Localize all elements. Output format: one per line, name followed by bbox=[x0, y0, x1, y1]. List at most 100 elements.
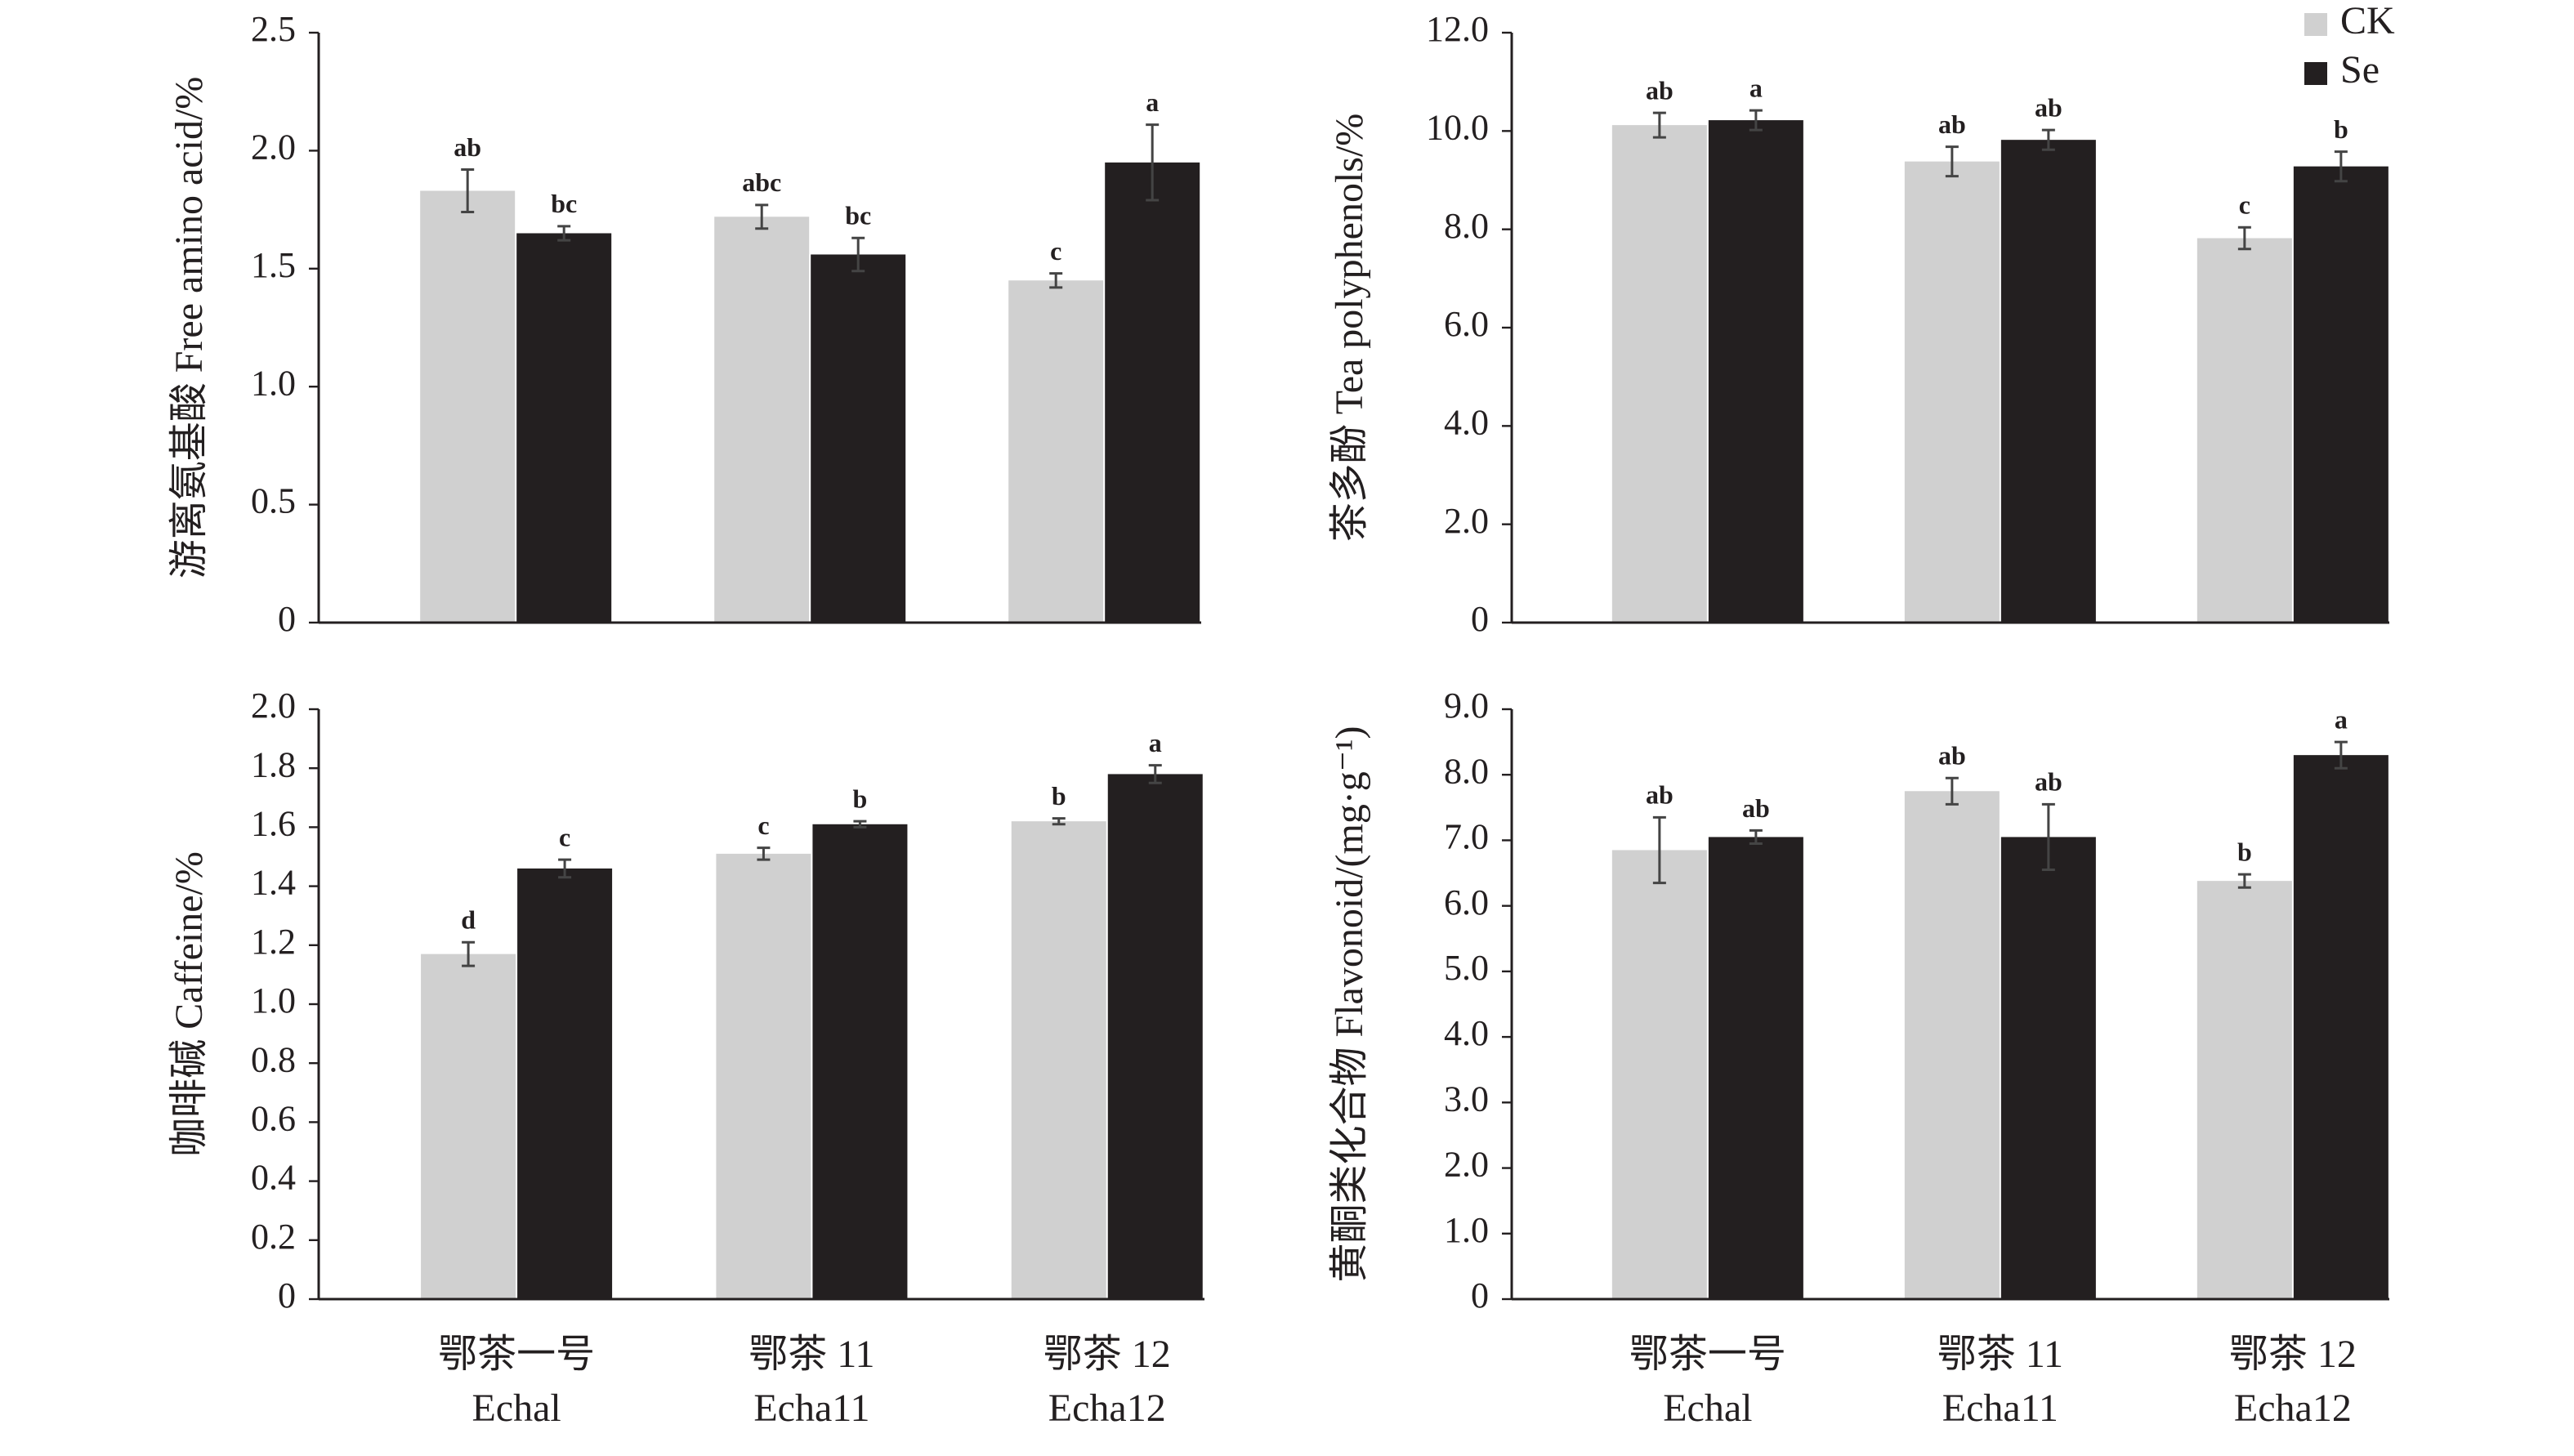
y-tick-label: 5.0 bbox=[1444, 948, 1489, 988]
error-bar bbox=[1749, 828, 1763, 845]
x-tick-label: Echa12 bbox=[2234, 1387, 2352, 1430]
y-tick-label: 1.2 bbox=[251, 922, 296, 962]
y-tick-label: 4.0 bbox=[1444, 402, 1489, 442]
y-tick-label: 2.0 bbox=[251, 686, 296, 726]
bar bbox=[1611, 125, 1707, 623]
x-tick-label: 鄂茶 11 bbox=[1937, 1333, 2063, 1376]
x-tick-label: Echal bbox=[471, 1387, 561, 1430]
bar bbox=[516, 233, 612, 623]
y-tick-label: 0 bbox=[1471, 599, 1489, 639]
y-tick-label: 1.6 bbox=[251, 803, 296, 843]
bar bbox=[1708, 120, 1803, 623]
y-tick-label: 8.0 bbox=[1444, 751, 1489, 791]
y-tick-label: 1.8 bbox=[251, 744, 296, 784]
significance-letter: c bbox=[559, 822, 570, 851]
error-bar bbox=[1049, 272, 1063, 289]
y-tick-label: 9.0 bbox=[1444, 686, 1489, 726]
y-tick-label: 3.0 bbox=[1444, 1079, 1489, 1119]
x-tick-label: Echa11 bbox=[1942, 1387, 2058, 1430]
significance-letter: b bbox=[2237, 837, 2252, 867]
y-tick-label: 1.0 bbox=[1444, 1210, 1489, 1250]
y-tick-label: 2.0 bbox=[1444, 501, 1489, 541]
significance-letter: ab bbox=[1646, 75, 1674, 105]
y-axis-label: 黄酮类化合物 Flavonoid/(mg·g⁻¹) bbox=[1328, 726, 1371, 1282]
y-tick-label: 2.5 bbox=[251, 9, 296, 49]
bar bbox=[420, 190, 516, 623]
bar bbox=[2196, 881, 2292, 1299]
significance-letter: b bbox=[1052, 781, 1066, 811]
legend-swatch bbox=[2304, 13, 2327, 36]
error-bar bbox=[461, 168, 475, 213]
y-tick-label: 1.5 bbox=[251, 245, 296, 285]
x-tick-label: 鄂茶 12 bbox=[1043, 1333, 1171, 1376]
legend-label: Se bbox=[2340, 48, 2380, 92]
y-tick-label: 1.4 bbox=[251, 863, 296, 903]
bar bbox=[714, 217, 810, 623]
y-tick-label: 12.0 bbox=[1426, 9, 1489, 49]
significance-letter: a bbox=[1149, 728, 1162, 757]
error-bar bbox=[851, 236, 865, 273]
significance-letter: ab bbox=[1646, 780, 1674, 810]
error-bar bbox=[1945, 776, 1959, 806]
error-bar bbox=[462, 940, 476, 967]
x-tick-label: Echal bbox=[1663, 1387, 1752, 1430]
y-tick-label: 7.0 bbox=[1444, 817, 1489, 857]
significance-letter: b bbox=[853, 784, 868, 814]
significance-letter: c bbox=[1050, 236, 1061, 266]
significance-letter: ab bbox=[1742, 793, 1770, 823]
error-bar bbox=[557, 225, 571, 242]
bar bbox=[421, 954, 516, 1299]
bar bbox=[812, 824, 908, 1299]
significance-letter: c bbox=[757, 811, 769, 840]
bar bbox=[811, 254, 906, 623]
x-tick-label: 鄂茶 12 bbox=[2229, 1333, 2357, 1376]
error-bar bbox=[1652, 111, 1666, 139]
error-bar bbox=[755, 203, 769, 230]
significance-letter: d bbox=[461, 905, 476, 935]
significance-letter: ab bbox=[1938, 109, 1966, 139]
significance-letter: ab bbox=[1938, 741, 1966, 770]
significance-letter: ab bbox=[2035, 767, 2062, 797]
significance-letter: a bbox=[2335, 704, 2348, 734]
y-tick-label: 1.0 bbox=[251, 980, 296, 1021]
y-tick-label: 2.0 bbox=[1444, 1145, 1489, 1185]
significance-letter: ab bbox=[454, 132, 481, 162]
error-bar bbox=[1052, 817, 1066, 826]
bar bbox=[2196, 238, 2292, 623]
error-bar bbox=[2334, 150, 2348, 183]
x-tick-label: 鄂茶一号 bbox=[438, 1333, 595, 1376]
bar bbox=[1008, 280, 1104, 623]
bar bbox=[1611, 850, 1707, 1299]
y-axis-label: 游离氨基酸 Free amino acid/% bbox=[168, 77, 211, 579]
x-tick-label: Echa12 bbox=[1048, 1387, 1166, 1430]
error-bar bbox=[1148, 764, 1162, 784]
y-tick-label: 0.4 bbox=[251, 1158, 296, 1198]
y-tick-label: 0 bbox=[278, 1275, 296, 1315]
bar bbox=[2293, 166, 2389, 623]
x-tick-label: Echa11 bbox=[753, 1387, 869, 1430]
y-tick-label: 2.0 bbox=[251, 127, 296, 167]
bar bbox=[1904, 791, 2000, 1299]
significance-letter: c bbox=[2239, 190, 2250, 220]
error-bar bbox=[558, 858, 572, 879]
bar bbox=[2000, 140, 2096, 623]
error-bar bbox=[2041, 128, 2055, 151]
y-tick-label: 6.0 bbox=[1444, 304, 1489, 344]
significance-letter: a bbox=[1146, 87, 1159, 117]
y-axis-label: 茶多酚 Tea polyphenols/% bbox=[1328, 114, 1371, 543]
y-tick-label: 0.5 bbox=[251, 481, 296, 521]
bar bbox=[517, 868, 613, 1299]
y-tick-label: 0 bbox=[278, 599, 296, 639]
legend-label: CK bbox=[2340, 0, 2395, 42]
y-tick-label: 10.0 bbox=[1426, 107, 1489, 147]
y-tick-label: 0.8 bbox=[251, 1039, 296, 1079]
significance-letter: b bbox=[2334, 114, 2348, 144]
bar bbox=[1107, 774, 1203, 1299]
error-bar bbox=[1945, 145, 1959, 178]
error-bar bbox=[1749, 109, 1763, 132]
y-tick-label: 4.0 bbox=[1444, 1013, 1489, 1053]
bar bbox=[1708, 837, 1803, 1299]
significance-letter: a bbox=[1750, 73, 1763, 102]
error-bar bbox=[757, 846, 771, 861]
